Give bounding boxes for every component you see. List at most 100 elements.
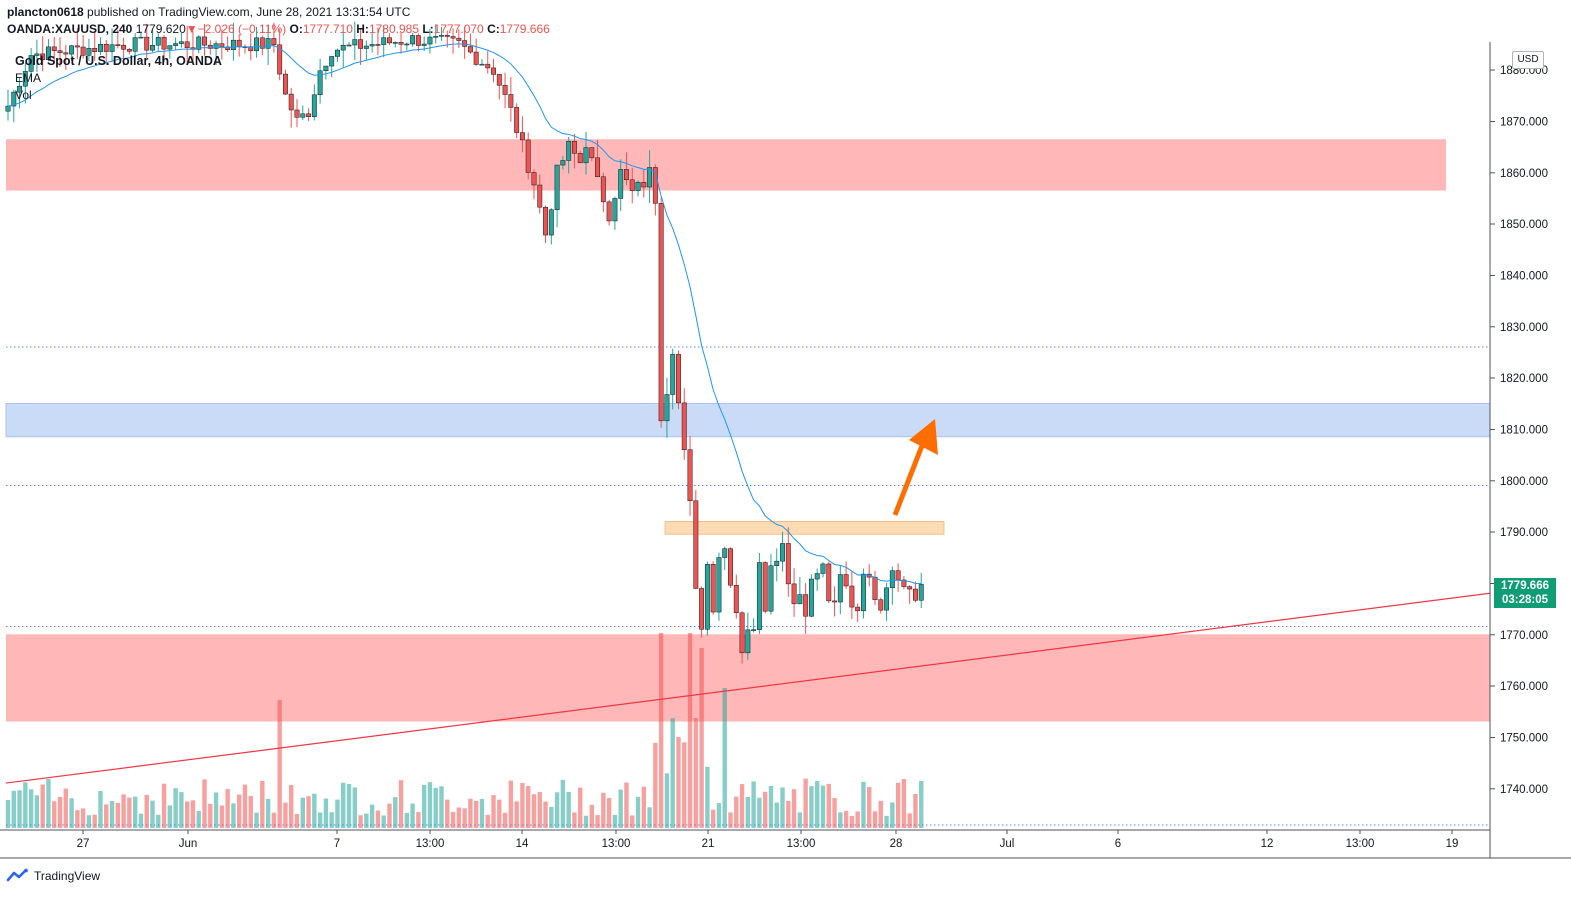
candle-body [398, 42, 404, 45]
candle [450, 28, 456, 54]
candle-body [323, 65, 329, 72]
author-name[interactable]: plancton0618 [7, 5, 84, 19]
candle [647, 150, 653, 204]
footer-brand[interactable]: TradingView [34, 869, 101, 883]
candle [242, 44, 248, 54]
candle-body [369, 44, 375, 47]
volume-bar [115, 802, 121, 828]
volume-bar [364, 813, 369, 828]
candle-body [161, 37, 167, 50]
candle [548, 208, 554, 245]
dotted-levels-layer [6, 346, 1490, 826]
candle [658, 197, 664, 428]
candle-body [502, 85, 508, 95]
volume-bar [768, 786, 774, 828]
candle-body [311, 94, 317, 117]
candle [282, 69, 288, 95]
y-tick-label: 1830.000 [1500, 322, 1548, 334]
candle-body [878, 599, 884, 611]
candle-body [895, 570, 901, 581]
candle-body [392, 42, 398, 44]
candle [704, 561, 710, 636]
volume-bar [300, 797, 305, 828]
candle-body [381, 37, 387, 45]
candle-body [907, 586, 913, 590]
volume-bar [225, 789, 230, 828]
volume-bar [161, 783, 167, 828]
ascending-trendline [5, 592, 1491, 784]
volume-bar [895, 782, 901, 828]
volume-bar [491, 795, 496, 828]
candle [178, 32, 184, 48]
y-tick-label: 1850.000 [1500, 219, 1548, 231]
x-tick-label: 27 [77, 838, 90, 850]
volume-bar [144, 794, 149, 828]
trendline-layer [5, 592, 1491, 784]
volume-bar [809, 786, 814, 828]
volume-bar [5, 799, 11, 828]
volume-bar [271, 812, 277, 828]
candle-body [860, 573, 866, 612]
last-price: 1779.620 [135, 22, 186, 36]
volume-bar [635, 796, 641, 828]
volume-bar [346, 784, 352, 828]
volume-bar [445, 799, 450, 828]
volume-bar [46, 779, 51, 828]
x-tick-label: 13:00 [416, 838, 445, 850]
candle [271, 22, 277, 53]
candle-body [635, 182, 641, 191]
candle-body [207, 44, 213, 49]
candle-body [733, 584, 739, 614]
volume-bar [329, 812, 334, 828]
volume-bar [907, 813, 912, 828]
volume-bar [104, 804, 109, 828]
volume-bar [92, 814, 97, 828]
open-label: O: [289, 22, 303, 36]
candle-body [86, 47, 92, 56]
volume-bar [427, 782, 433, 828]
candle-body [329, 56, 335, 67]
candle-body [28, 55, 34, 72]
candle-body [618, 169, 624, 199]
candle [51, 36, 57, 63]
volume-bar [526, 785, 531, 828]
candle-body [664, 394, 670, 422]
candle-body [797, 594, 803, 605]
candle [150, 29, 155, 53]
candle-body [913, 588, 918, 601]
x-tick-label: 28 [890, 838, 903, 850]
volume-bar [231, 803, 236, 828]
candle-body [843, 574, 849, 587]
volume-bar [75, 810, 80, 828]
volume-indicator-label[interactable]: Vol [15, 88, 32, 102]
series-title[interactable]: Gold Spot / U.S. Dollar, 4h, OANDA [15, 54, 222, 68]
ema-indicator-label[interactable]: EMA [15, 71, 42, 85]
open-value: 1777.710 [302, 22, 353, 36]
candle-body [699, 588, 705, 630]
candle [918, 572, 924, 608]
candle-body [704, 563, 710, 630]
volume-bar [601, 792, 606, 828]
change-arrow-icon: ▼ [185, 22, 198, 36]
volume-bar [40, 784, 45, 828]
candle [820, 562, 826, 578]
volume-bar [502, 812, 508, 828]
volume-bar [653, 742, 658, 828]
y-tick-label: 1750.000 [1500, 733, 1548, 745]
candle-body [427, 36, 433, 45]
candle-body [254, 37, 259, 52]
candle [756, 552, 762, 635]
candle-body [456, 37, 462, 41]
volume-bar [693, 718, 699, 828]
candle-body [832, 600, 837, 603]
candle-body [248, 46, 254, 52]
currency-badge[interactable]: USD [1512, 51, 1544, 69]
candle [202, 23, 207, 56]
volume-bar [393, 797, 398, 828]
candle [467, 33, 473, 54]
y-tick-label: 1840.000 [1500, 271, 1548, 283]
volume-bar [751, 781, 756, 828]
volume-bar [826, 783, 831, 828]
candle [762, 561, 768, 614]
